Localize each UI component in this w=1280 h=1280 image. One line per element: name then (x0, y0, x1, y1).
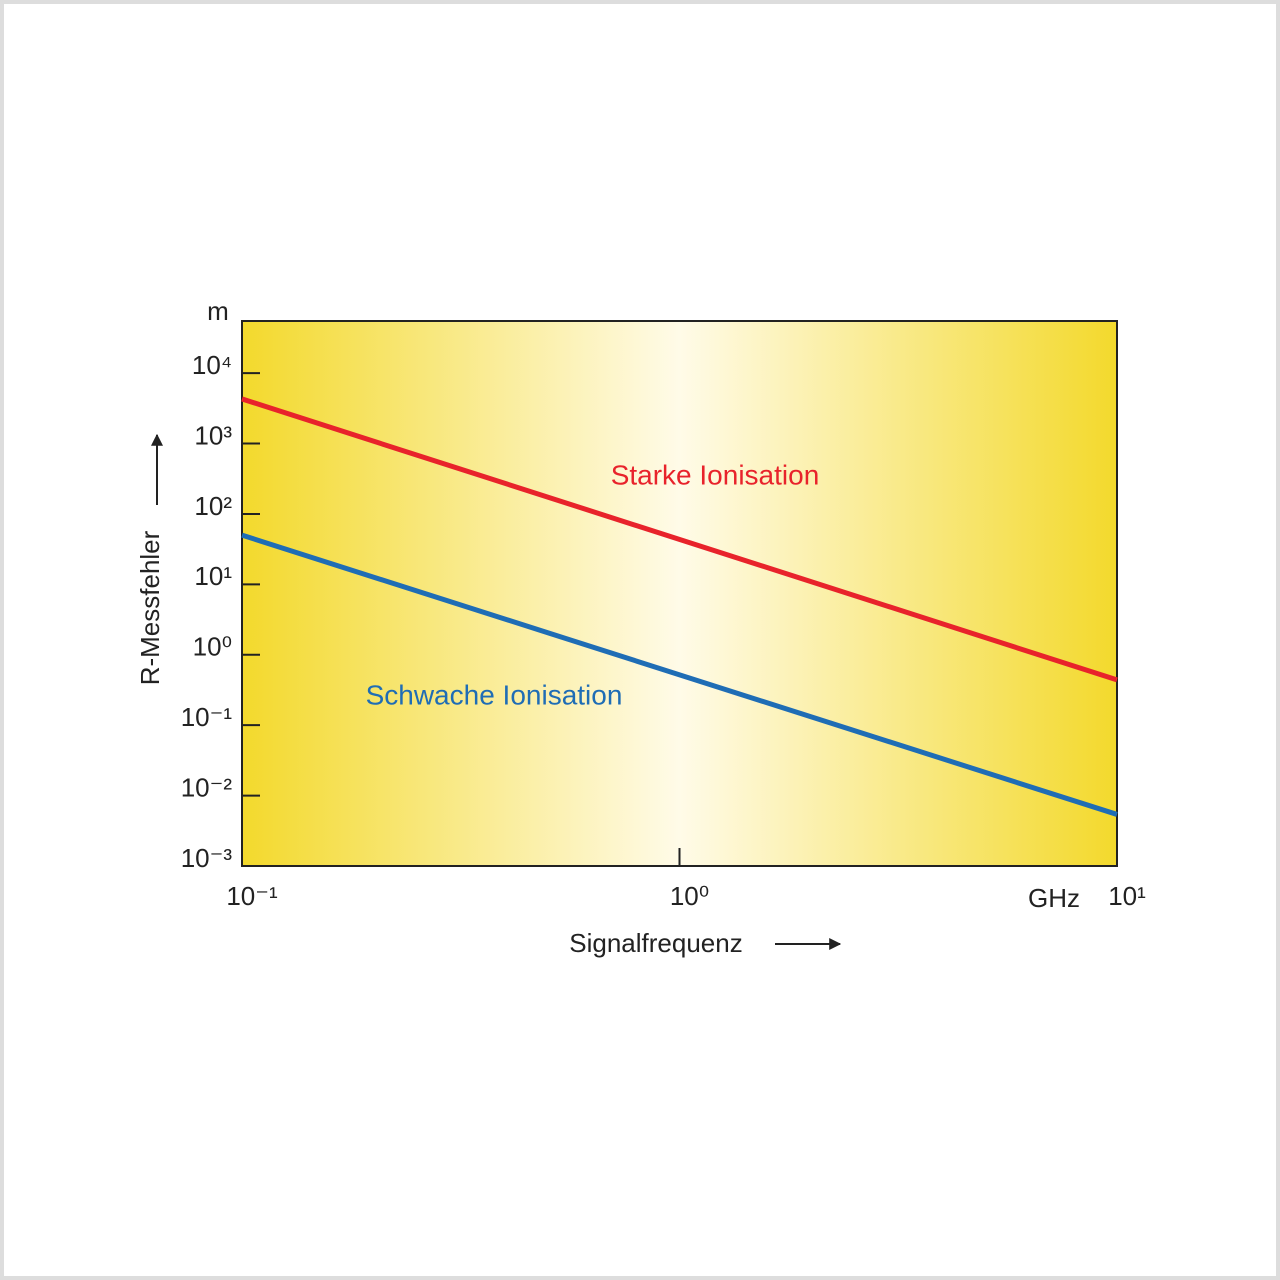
series-line (241, 396, 1118, 683)
y-tick-label: 10³ (194, 420, 232, 450)
plot-area (241, 320, 1118, 867)
x-tick-label: 10⁻¹ (226, 881, 278, 911)
series-label: Starke Ionisation (611, 459, 820, 490)
series-label: Schwache Ionisation (366, 679, 623, 710)
y-axis-label: R-Messfehler (135, 530, 165, 685)
x-axis-label: Signalfrequenz (569, 928, 742, 958)
y-unit: m (207, 296, 229, 326)
x-tick-label: 10⁰ (670, 881, 709, 911)
x-unit: GHz (1028, 883, 1080, 913)
y-tick-label: 10⁻¹ (181, 702, 233, 732)
y-tick-label: 10² (194, 491, 232, 521)
y-tick-label: 10⁰ (193, 632, 232, 662)
y-tick-label: 10¹ (194, 561, 232, 591)
x-tick-label: 10¹ (1108, 881, 1146, 911)
series-line (241, 532, 1118, 817)
y-tick-label: 10⁻² (181, 772, 233, 802)
y-tick-label: 10⁴ (192, 350, 232, 380)
y-tick-label: 10⁻³ (181, 843, 233, 873)
